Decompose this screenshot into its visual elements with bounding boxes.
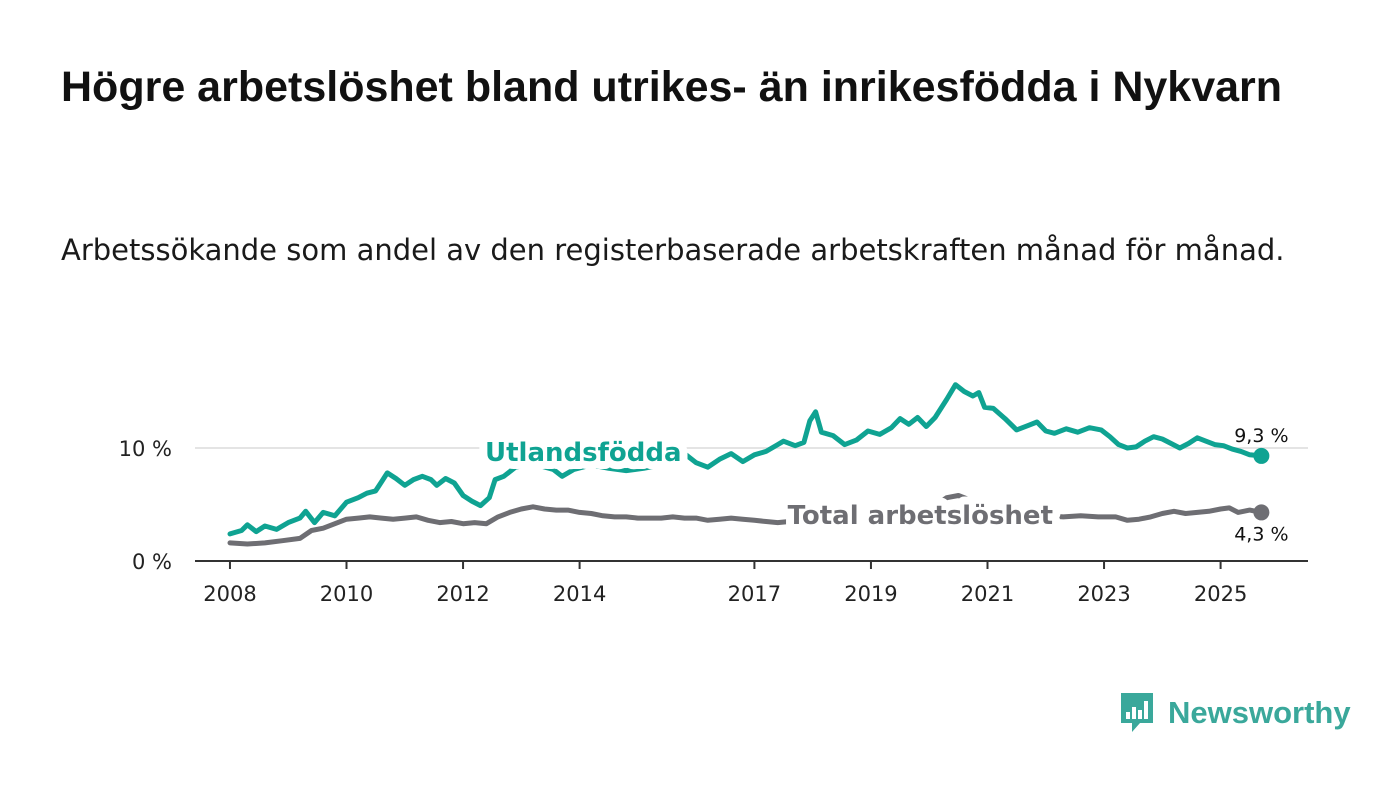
y-tick-label: 0 % bbox=[132, 550, 172, 574]
x-axis: 2008 2010 2012 2014 2017 2019 2021 2023 2025 bbox=[195, 560, 1308, 606]
x-tick-label: 2023 bbox=[1077, 582, 1130, 606]
end-value-label-0: 9,3 % bbox=[1234, 425, 1288, 447]
series-lines bbox=[227, 382, 1270, 547]
newsworthy-logo: Newsworthy bbox=[1118, 690, 1351, 736]
x-tick-label: 2014 bbox=[553, 582, 606, 606]
chart-subtitle: Arbetssökande som andel av den registerb… bbox=[61, 233, 1285, 267]
y-tick-label: 10 % bbox=[119, 437, 172, 461]
end-marker-utlandsfodda bbox=[1253, 447, 1270, 464]
series-name-label-1: Total arbetslöshet bbox=[788, 501, 1053, 531]
brand-name: Newsworthy bbox=[1168, 695, 1351, 730]
x-tick-label: 2012 bbox=[436, 582, 489, 606]
x-tick-label: 2017 bbox=[728, 582, 781, 606]
end-value-label-1: 4,3 % bbox=[1234, 523, 1288, 545]
series-name-label-0: Utlandsfödda bbox=[485, 438, 682, 468]
end-marker-total bbox=[1253, 504, 1270, 521]
x-tick-label: 2021 bbox=[961, 582, 1014, 606]
x-tick-label: 2008 bbox=[203, 582, 256, 606]
series-line-utlandsfodda bbox=[227, 382, 1264, 537]
chart-title: Högre arbetslöshet bland utrikes- än inr… bbox=[61, 63, 1283, 111]
x-tick-label: 2025 bbox=[1194, 582, 1247, 606]
x-tick-label: 2010 bbox=[320, 582, 373, 606]
x-tick-label: 2019 bbox=[844, 582, 897, 606]
y-axis-ticks: 0 % 10 % bbox=[119, 437, 172, 574]
bar-chart-logo-icon bbox=[1121, 693, 1153, 732]
series-line-total bbox=[227, 493, 1264, 547]
